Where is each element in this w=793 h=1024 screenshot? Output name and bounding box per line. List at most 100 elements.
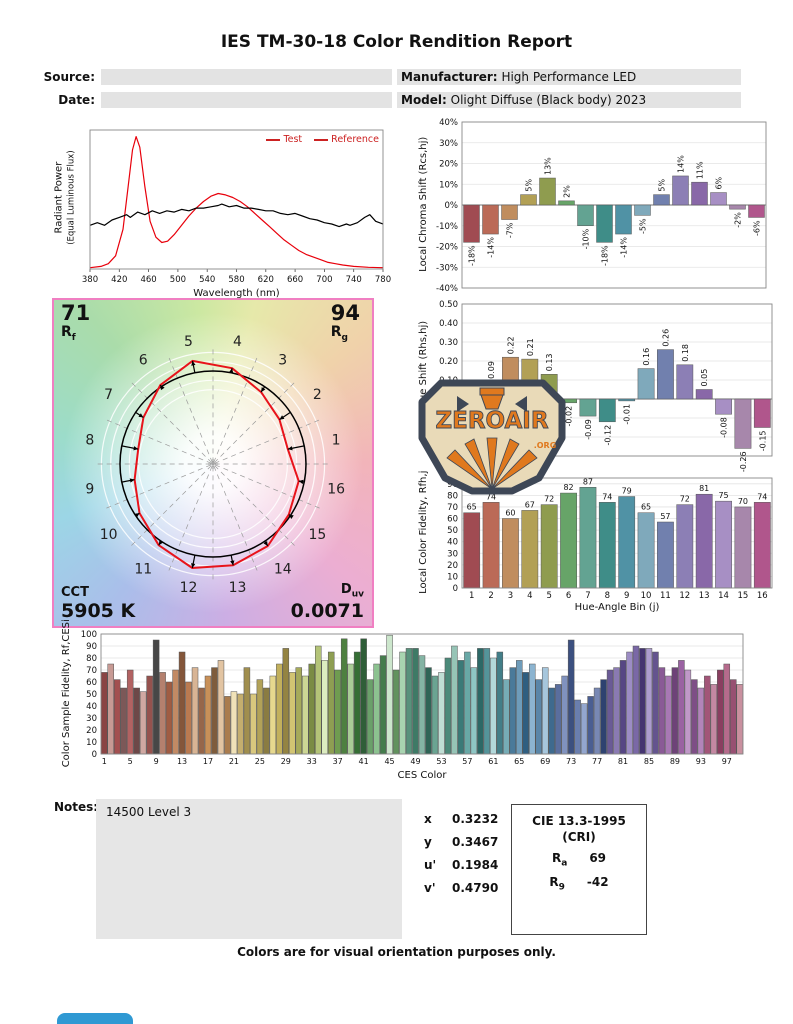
cri-box-subtitle: (CRI) <box>562 830 596 844</box>
right-chevron-icon <box>515 396 527 412</box>
spd-y-axis-label: Radiant Power (Equal Luminous Flux) <box>53 113 76 283</box>
svg-text:5: 5 <box>128 757 133 766</box>
duv-value: 0.0071 <box>290 600 364 622</box>
svg-text:1: 1 <box>332 433 341 449</box>
svg-text:20: 20 <box>447 561 458 571</box>
svg-text:2: 2 <box>313 387 322 403</box>
svg-text:-40%: -40% <box>436 284 458 294</box>
svg-text:420: 420 <box>111 275 127 285</box>
spd-legend: Test Reference <box>266 134 379 145</box>
svg-text:13: 13 <box>699 591 710 601</box>
notes-text: 14500 Level 3 <box>106 805 192 819</box>
chromaticity-row-v: v' 0.4790 <box>424 881 499 895</box>
svg-text:37: 37 <box>333 757 343 766</box>
ces-fidelity-chart: Color Sample Fidelity, Rf,CESi 0 10 20 30 40… <box>55 619 755 788</box>
svg-text:540: 540 <box>199 275 215 285</box>
svg-text:-0.01: -0.01 <box>623 404 632 425</box>
notes-box: 14500 Level 3 <box>96 799 402 939</box>
color-vector-graphic: 1 2 3 4 5 6 7 8 9 10 11 12 13 14 15 16 71 Rf 94 Rg CCT … <box>52 298 374 628</box>
partial-logo-strip <box>57 1013 133 1024</box>
rg-label: Rg <box>330 324 348 343</box>
svg-text:5%: 5% <box>525 179 534 192</box>
svg-text:0.09: 0.09 <box>487 361 496 379</box>
cri-box-title: CIE 13.3-1995 <box>532 814 626 828</box>
svg-text:500: 500 <box>170 275 186 285</box>
reference-line-swatch <box>314 138 329 141</box>
notes-label: Notes: <box>54 800 99 814</box>
svg-text:65: 65 <box>467 503 477 512</box>
svg-text:1: 1 <box>102 757 107 766</box>
svg-text:0: 0 <box>92 750 97 760</box>
report-title: IES TM-30-18 Color Rendition Report <box>220 32 573 52</box>
svg-text:61: 61 <box>488 757 498 766</box>
svg-text:-30%: -30% <box>436 263 458 273</box>
svg-text:-0.02: -0.02 <box>565 406 574 427</box>
svg-text:-10%: -10% <box>582 228 591 249</box>
svg-text:70: 70 <box>86 666 97 676</box>
svg-text:89: 89 <box>670 757 680 766</box>
date-label: Date: <box>58 93 95 107</box>
svg-text:85: 85 <box>644 757 654 766</box>
svg-text:460: 460 <box>140 275 156 285</box>
svg-text:82: 82 <box>563 483 573 492</box>
svg-text:-5%: -5% <box>639 218 648 234</box>
svg-text:20%: 20% <box>439 160 458 170</box>
svg-text:5%: 5% <box>658 179 667 192</box>
svg-text:8: 8 <box>605 591 610 601</box>
svg-text:-14%: -14% <box>620 237 629 258</box>
svg-text:57: 57 <box>660 512 670 521</box>
model-label: Model: <box>401 93 447 107</box>
legend-reference-label: Reference <box>331 134 379 145</box>
svg-text:97: 97 <box>722 757 732 766</box>
svg-text:-0.09: -0.09 <box>584 419 593 440</box>
svg-text:0.20: 0.20 <box>439 357 458 367</box>
svg-text:-18%: -18% <box>468 245 477 266</box>
svg-text:70: 70 <box>447 503 458 513</box>
cri-summary-box: CIE 13.3-1995 (CRI) Ra 69 R9 -42 <box>511 804 647 935</box>
svg-text:380: 380 <box>82 275 98 285</box>
ces-x-axis-label: CES Color <box>397 770 447 781</box>
r9-label: R9 <box>549 875 565 893</box>
svg-text:40%: 40% <box>439 118 458 128</box>
manufacturer-value: High Performance LED <box>501 70 637 84</box>
svg-text:9: 9 <box>624 591 629 601</box>
svg-text:60: 60 <box>86 678 97 688</box>
svg-text:79: 79 <box>622 487 632 496</box>
svg-text:74: 74 <box>602 492 612 501</box>
svg-text:0.26: 0.26 <box>661 329 670 347</box>
svg-text:10: 10 <box>447 572 458 582</box>
svg-text:60: 60 <box>505 509 515 518</box>
cct-value: 5905 K <box>61 600 136 622</box>
svg-text:10: 10 <box>100 527 118 543</box>
r9-value: -42 <box>586 875 609 890</box>
svg-text:-2%: -2% <box>734 212 743 228</box>
local-fidelity-plot-area: 0102030405060708090651742603674725826877… <box>414 464 782 616</box>
manufacturer-field: Manufacturer: High Performance LED <box>397 69 741 85</box>
svg-text:6: 6 <box>566 591 571 601</box>
spd-chart: Radiant Power (Equal Luminous Flux) 380 4… <box>48 120 393 305</box>
svg-text:0.21: 0.21 <box>526 338 535 356</box>
svg-text:0.40: 0.40 <box>439 319 458 329</box>
zeroair-badge-graphic: ZEROAIR .ORG <box>418 379 566 495</box>
svg-text:81: 81 <box>618 757 628 766</box>
ces-plot-area: 0 10 20 30 40 50 60 70 80 90 100 1 5 9 13 17 21 25 29 33 37 4… <box>55 626 755 788</box>
rf-score-block: 71 Rf <box>61 302 90 343</box>
sunburst-rays-icon <box>446 437 538 490</box>
svg-text:50: 50 <box>447 526 458 536</box>
spd-svg-svg: 380 420 460 500 540 580 620 660 700 740 780 <box>82 129 391 285</box>
svg-text:700: 700 <box>316 275 332 285</box>
svg-text:9: 9 <box>154 757 159 766</box>
spd-y-axis-label-line1: Radiant Power <box>53 161 65 234</box>
svg-text:20: 20 <box>86 726 97 736</box>
svg-text:80: 80 <box>447 491 458 501</box>
watermark-text: ZEROAIR <box>435 408 548 434</box>
cct-block: CCT 5905 K <box>61 585 135 622</box>
svg-text:11: 11 <box>134 561 152 577</box>
svg-text:-10%: -10% <box>436 222 458 232</box>
svg-text:29: 29 <box>281 757 291 766</box>
svg-text:8: 8 <box>85 433 94 449</box>
fid-svg-svg: 0102030405060708090651742603674725826877… <box>447 477 773 601</box>
color-vector-plot: 1 2 3 4 5 6 7 8 9 10 11 12 13 14 15 16 <box>54 300 372 626</box>
svg-text:-20%: -20% <box>436 243 458 253</box>
